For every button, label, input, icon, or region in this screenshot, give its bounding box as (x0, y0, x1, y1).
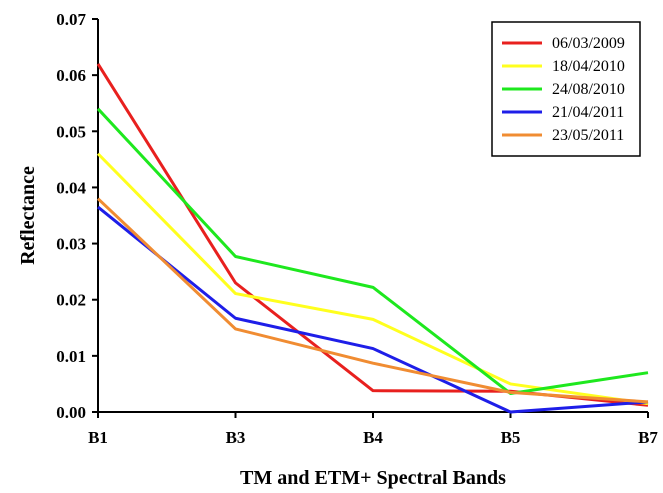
x-axis-title: TM and ETM+ Spectral Bands (240, 467, 506, 489)
legend-label: 24/08/2010 (552, 81, 625, 98)
series-line-5 (96, 197, 649, 404)
series-line-3 (96, 107, 649, 395)
x-tick-label: B3 (226, 428, 246, 447)
x-tick-label: B5 (501, 428, 521, 447)
series-line-4 (97, 205, 649, 414)
y-tick-label: 0.01 (56, 347, 86, 366)
x-ticks: B1 B3 B4 B5 B7 (88, 412, 658, 447)
y-tick-label: 0.06 (56, 66, 86, 85)
legend-label: 21/04/2011 (552, 104, 624, 121)
y-tick-label: 0.05 (56, 122, 86, 141)
legend: 06/03/2009 18/04/2010 24/08/2010 21/04/2011… (491, 21, 641, 157)
legend-label: 18/04/2010 (552, 58, 625, 75)
y-tick-label: 0.00 (56, 403, 86, 422)
x-tick-label: B4 (363, 428, 383, 447)
legend-label: 06/03/2009 (552, 35, 625, 52)
x-tick-label: B1 (88, 428, 108, 447)
y-ticks: 0.00 0.01 0.02 0.03 0.04 0.05 0.06 0.07 (56, 10, 98, 422)
y-tick-label: 0.04 (56, 178, 86, 197)
series-lines (96, 63, 649, 414)
y-tick-label: 0.02 (56, 291, 86, 310)
y-tick-label: 0.07 (56, 10, 86, 29)
x-tick-label: B7 (638, 428, 658, 447)
legend-label: 23/05/2011 (552, 127, 624, 144)
y-tick-label: 0.03 (56, 235, 86, 254)
y-axis-title: Reflectance (17, 166, 39, 265)
series-line-2 (96, 152, 649, 406)
